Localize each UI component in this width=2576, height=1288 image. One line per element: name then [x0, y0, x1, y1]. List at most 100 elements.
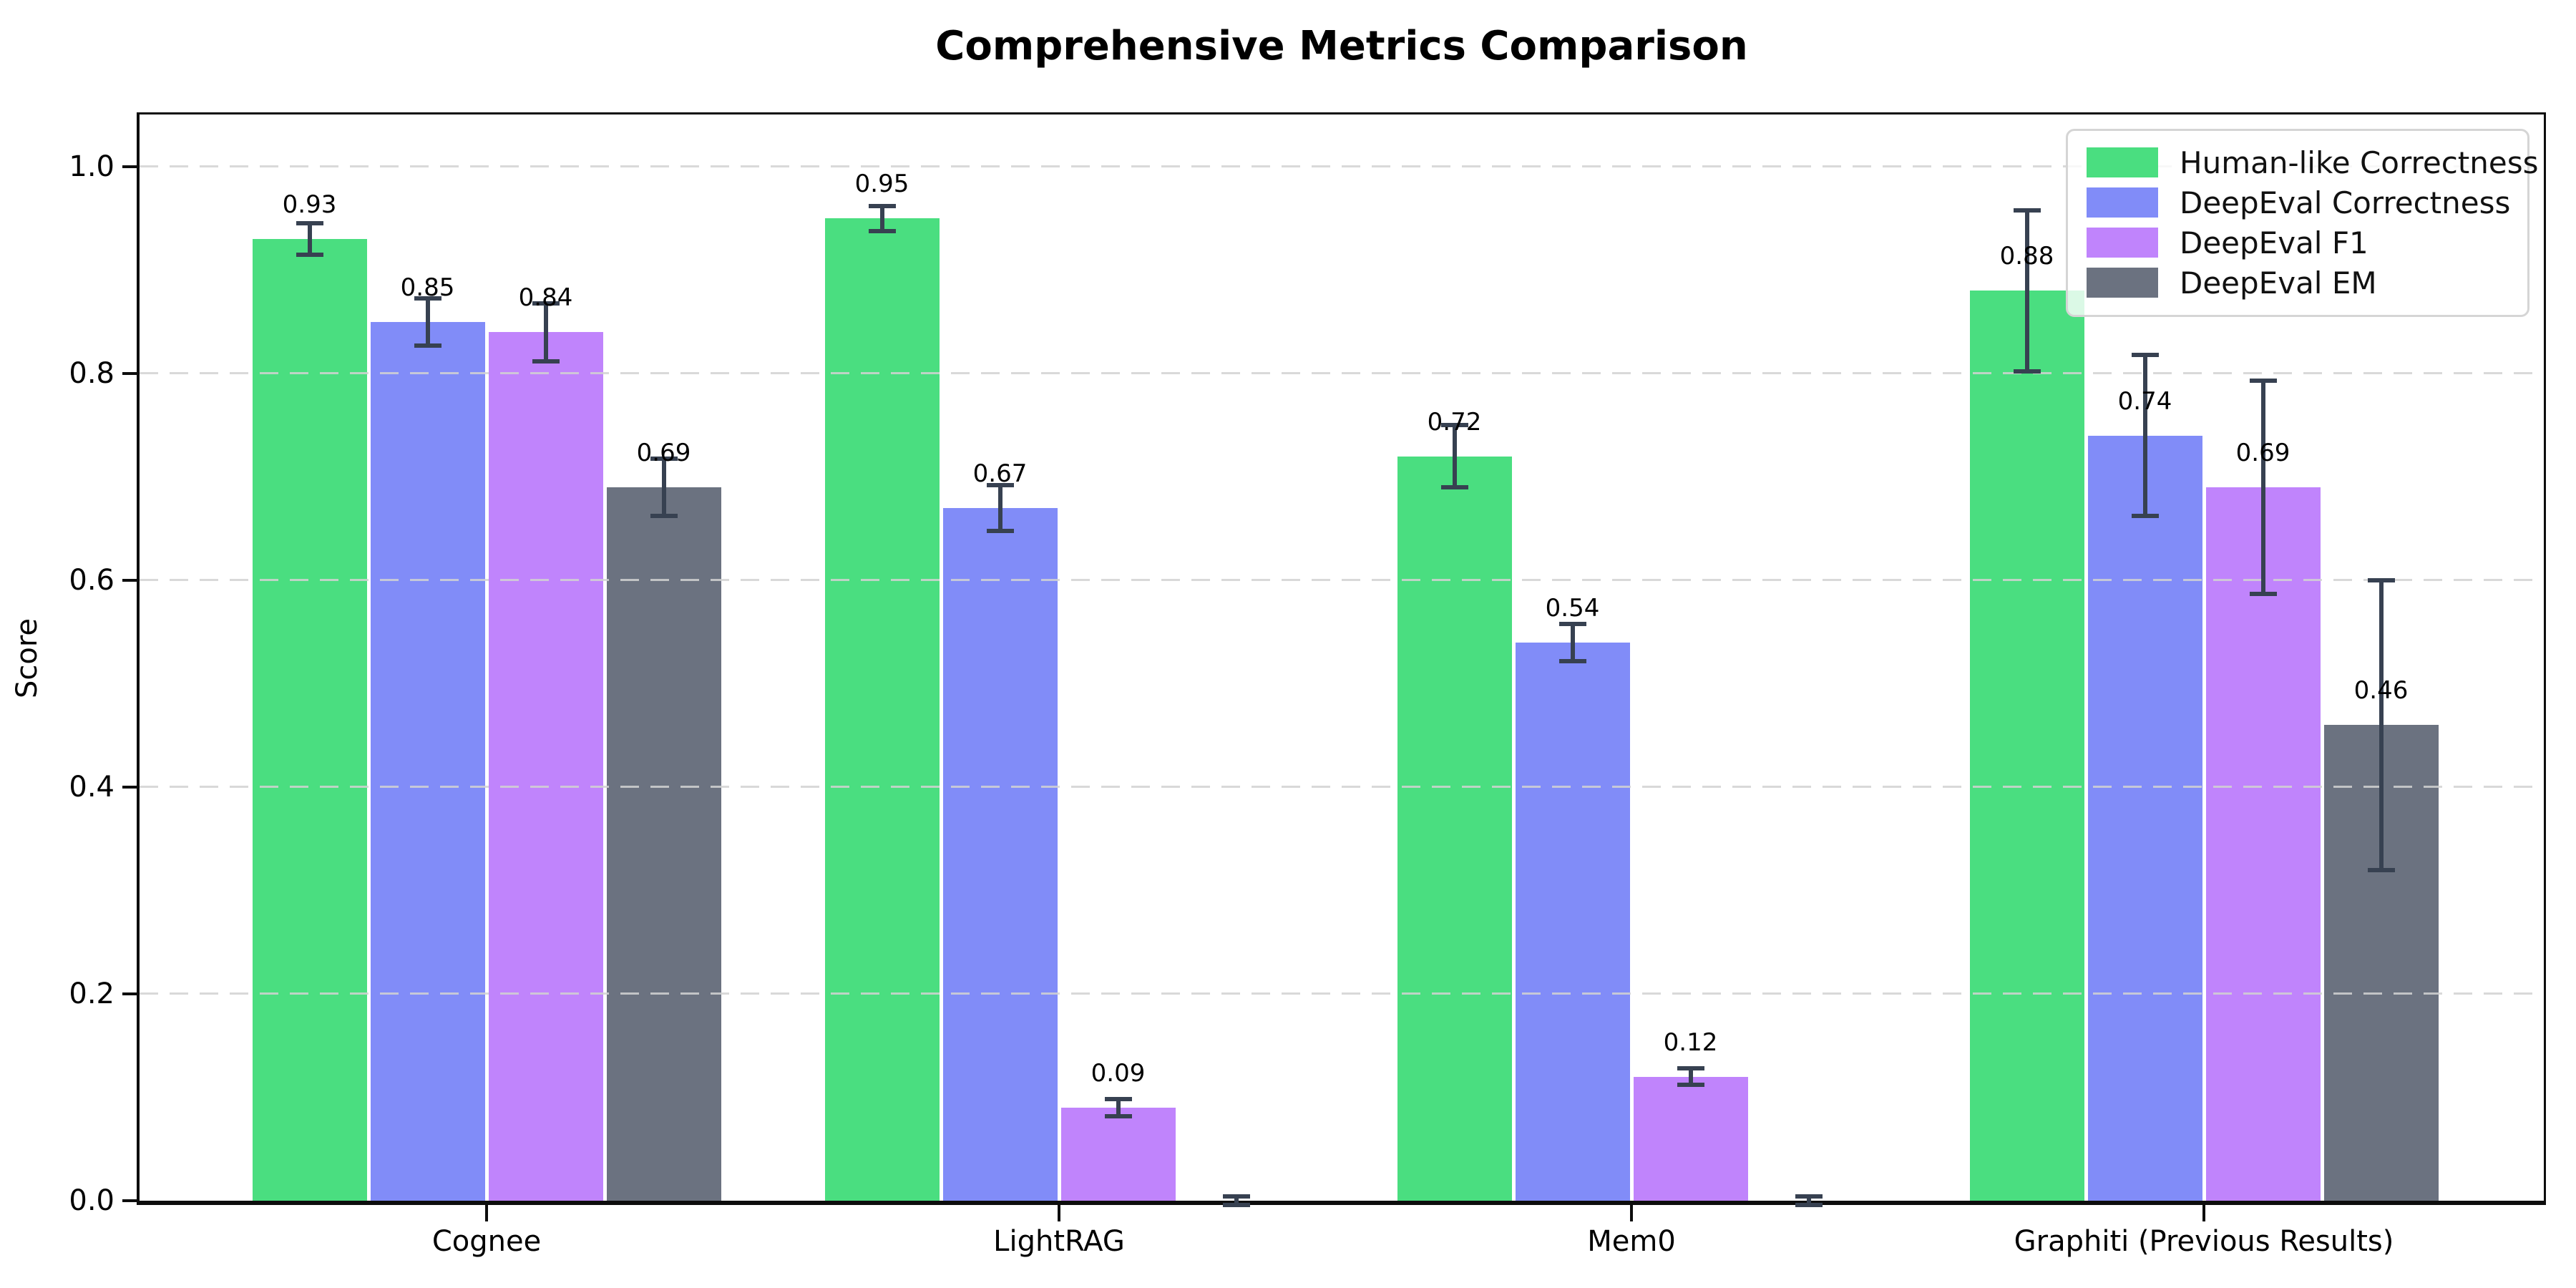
bar — [606, 487, 721, 1201]
legend-item: DeepEval F1 — [2087, 223, 2527, 263]
bar-value-label: 0.72 — [1427, 407, 1482, 436]
error-bar-cap-top — [2367, 578, 2395, 582]
error-bar-cap-bottom — [2367, 867, 2395, 872]
y-tick-label: 1.0 — [69, 150, 114, 183]
error-bar-cap-bottom — [296, 252, 323, 257]
x-tick-label: Mem0 — [1587, 1225, 1676, 1258]
error-bar-line — [1452, 425, 1457, 487]
error-bar-line — [1806, 1196, 1811, 1205]
bar — [942, 507, 1058, 1201]
error-bar-cap-top — [1104, 1097, 1132, 1102]
error-bar-cap-bottom — [986, 528, 1014, 533]
error-bar-line — [2260, 381, 2265, 594]
gridline — [140, 992, 2544, 995]
bar-value-label: 0.88 — [1999, 242, 2054, 271]
legend-swatch — [2087, 268, 2158, 298]
error-bar-line — [543, 303, 548, 361]
error-bar-line — [2379, 580, 2384, 870]
x-tick-label: Graphiti (Previous Results) — [2014, 1225, 2394, 1258]
bar-value-label: 0.67 — [972, 459, 1028, 488]
legend-label: Human-like Correctness — [2180, 145, 2539, 180]
error-bar-cap-top — [414, 296, 441, 301]
bar — [824, 218, 940, 1201]
bar-value-label: 0.12 — [1663, 1028, 1718, 1057]
error-bar-cap-bottom — [1558, 658, 1586, 663]
bar-value-label: 0.09 — [1091, 1058, 1146, 1088]
error-bar-line — [425, 298, 430, 346]
bar-value-label: 0.95 — [854, 170, 909, 199]
error-bar-cap-bottom — [1795, 1202, 1823, 1207]
y-tick-label: 0.4 — [69, 771, 114, 804]
bar — [488, 332, 603, 1201]
error-bar-line — [1688, 1068, 1693, 1085]
error-bar-cap-top — [986, 483, 1014, 488]
bar-value-label: 0.69 — [2235, 438, 2290, 467]
error-bar-cap-top — [650, 456, 678, 461]
legend-item: Human-like Correctness — [2087, 142, 2539, 182]
error-bar-line — [1234, 1196, 1239, 1205]
y-tick-label: 0.0 — [69, 1184, 114, 1217]
y-tick-mark — [122, 786, 138, 789]
bar — [2087, 435, 2202, 1201]
legend-swatch — [2087, 228, 2158, 258]
bar-value-label: 0.93 — [282, 190, 337, 220]
x-tick-label: LightRAG — [993, 1225, 1125, 1258]
bar — [1969, 291, 2084, 1201]
bar — [2205, 487, 2321, 1201]
error-bar-line — [879, 205, 884, 231]
legend-item: DeepEval EM — [2087, 263, 2527, 303]
y-tick-mark — [122, 992, 138, 995]
error-bar-cap-bottom — [1104, 1113, 1132, 1118]
error-bar-cap-bottom — [1222, 1202, 1250, 1207]
error-bar-cap-top — [2249, 379, 2277, 384]
error-bar-line — [2142, 355, 2147, 517]
error-bar-cap-bottom — [532, 358, 560, 364]
y-tick-mark — [122, 579, 138, 582]
bar — [1515, 642, 1630, 1201]
error-bar-cap-top — [1558, 621, 1586, 626]
gridline — [140, 786, 2544, 788]
bar-value-label: 0.84 — [518, 283, 573, 313]
legend-swatch — [2087, 147, 2158, 177]
gridline — [140, 372, 2544, 374]
x-tick-mark — [485, 1204, 488, 1221]
error-bar-line — [1116, 1099, 1121, 1116]
error-bar-cap-top — [868, 203, 896, 208]
error-bar-cap-bottom — [2249, 591, 2277, 596]
error-bar-cap-bottom — [1440, 484, 1468, 489]
bar-value-label: 0.46 — [2353, 676, 2409, 706]
y-tick-label: 0.2 — [69, 977, 114, 1010]
legend-label: DeepEval EM — [2180, 265, 2377, 301]
error-bar-cap-bottom — [2013, 369, 2041, 374]
bar-value-label: 0.74 — [2117, 386, 2172, 416]
gridline — [140, 165, 2544, 167]
error-bar-line — [661, 458, 666, 517]
chart-title: Comprehensive Metrics Comparison — [935, 23, 1748, 69]
error-bar-cap-bottom — [650, 514, 678, 519]
legend-swatch — [2087, 187, 2158, 218]
x-tick-mark — [1058, 1204, 1060, 1221]
error-bar-line — [307, 223, 312, 255]
error-bar-cap-bottom — [2131, 514, 2159, 519]
y-axis-label: Score — [11, 618, 44, 699]
y-tick-mark — [122, 165, 138, 168]
error-bar-cap-bottom — [414, 343, 441, 348]
error-bar-line — [2024, 210, 2029, 372]
error-bar-cap-top — [296, 221, 323, 226]
legend-label: DeepEval F1 — [2180, 225, 2368, 260]
y-tick-mark — [122, 1199, 138, 1202]
bar-value-label: 0.69 — [636, 438, 691, 467]
x-tick-mark — [2202, 1204, 2205, 1221]
y-tick-label: 0.6 — [69, 564, 114, 597]
error-bar-cap-top — [1677, 1066, 1704, 1071]
bar-value-label: 0.54 — [1545, 593, 1600, 623]
bar — [370, 321, 485, 1201]
legend-label: DeepEval Correctness — [2180, 185, 2511, 220]
error-bar-cap-bottom — [868, 228, 896, 233]
y-tick-label: 0.8 — [69, 357, 114, 390]
bar — [252, 239, 367, 1201]
x-tick-label: Cognee — [431, 1225, 542, 1258]
error-bar-cap-top — [1440, 423, 1468, 428]
error-bar-cap-top — [532, 301, 560, 306]
